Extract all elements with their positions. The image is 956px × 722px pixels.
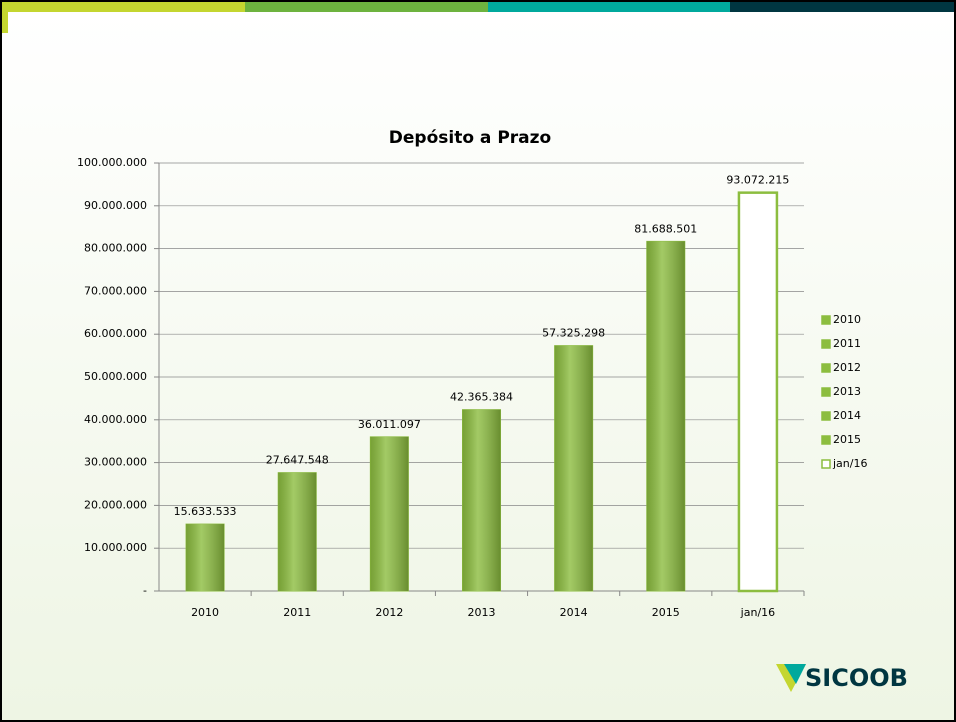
x-tick-label: 2012 <box>375 606 403 619</box>
legend-swatch <box>821 363 831 373</box>
y-tick-label: 90.000.000 <box>84 199 147 212</box>
legend-label: 2015 <box>833 433 861 446</box>
legend-label: 2011 <box>833 337 861 350</box>
y-tick-label: 20.000.000 <box>84 498 147 511</box>
y-tick-label: 100.000.000 <box>77 156 147 169</box>
legend-swatch <box>821 387 831 397</box>
legend-swatch <box>821 411 831 421</box>
x-tick-label: 2015 <box>652 606 680 619</box>
x-tick-label: 2010 <box>191 606 219 619</box>
legend-label: 2010 <box>833 313 861 326</box>
bar-shade <box>370 436 409 591</box>
x-tick-label: 2014 <box>560 606 588 619</box>
y-tick-label: 30.000.000 <box>84 456 147 469</box>
bar-shade <box>462 409 501 591</box>
logo-icon <box>784 664 806 684</box>
legend-label: 2014 <box>833 409 861 422</box>
legend-swatch <box>821 459 831 469</box>
legend-swatch <box>821 315 831 325</box>
bar-shade <box>278 472 317 591</box>
content <box>8 12 954 720</box>
x-tick-label: 2013 <box>468 606 496 619</box>
legend-label: 2012 <box>833 361 861 374</box>
y-tick-label: 80.000.000 <box>84 242 147 255</box>
data-label: 36.011.097 <box>358 418 421 431</box>
x-tick-label: 2011 <box>283 606 311 619</box>
chart-title: Depósito a Prazo <box>389 128 551 148</box>
data-label: 15.633.533 <box>174 505 237 518</box>
y-tick-label: - <box>143 584 147 597</box>
y-tick-label: 60.000.000 <box>84 327 147 340</box>
y-tick-label: 70.000.000 <box>84 284 147 297</box>
bar-shade <box>554 345 593 591</box>
data-label: 81.688.501 <box>634 222 697 235</box>
y-tick-label: 40.000.000 <box>84 413 147 426</box>
bar-shade <box>646 241 685 591</box>
bar-shade <box>186 524 225 591</box>
legend-label: jan/16 <box>832 457 867 470</box>
y-tick-label: 10.000.000 <box>84 541 147 554</box>
bar <box>737 191 779 593</box>
x-tick-label: jan/16 <box>740 606 775 619</box>
data-label: 93.072.215 <box>726 174 789 187</box>
legend-label: 2013 <box>833 385 861 398</box>
data-label: 27.647.548 <box>266 454 329 467</box>
legend-swatch <box>821 339 831 349</box>
y-tick-label: 50.000.000 <box>84 370 147 383</box>
data-label: 42.365.384 <box>450 391 513 404</box>
data-label: 57.325.298 <box>542 327 605 340</box>
logo: SICOOB <box>805 664 908 692</box>
legend-swatch <box>821 435 831 445</box>
